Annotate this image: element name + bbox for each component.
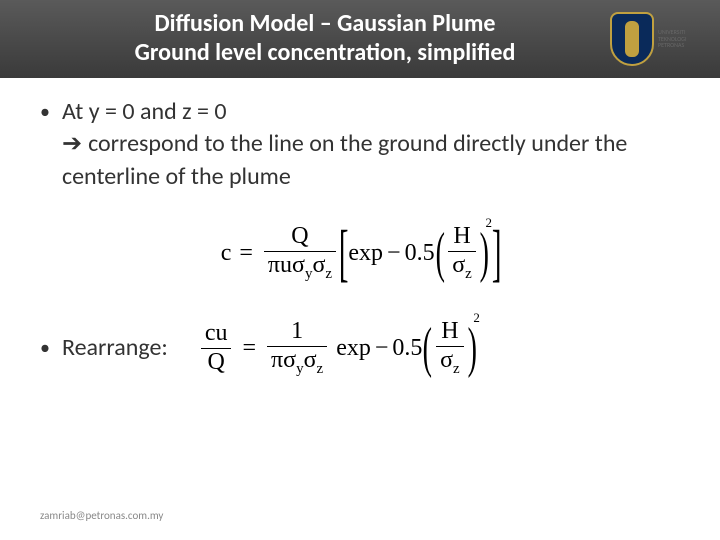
equation-2: cu Q = 1 πσyσz exp − 0.5 ( H σz ) 2 (198, 318, 480, 378)
bullet-2-text: Rearrange: (62, 332, 168, 364)
bullet-dot-icon: • (40, 332, 50, 364)
eq2-lhs: cu Q (201, 320, 232, 377)
eq1-lhs: c (221, 240, 232, 267)
bullet-1-line-2: correspond to the line on the ground dir… (62, 129, 627, 190)
eq2-equals: = (242, 335, 256, 362)
footer-email: zamriab@petronas.com.my (40, 509, 163, 522)
title-line-1: Diffusion Model – Gaussian Plume (50, 10, 600, 39)
slide-header: Diffusion Model – Gaussian Plume Ground … (0, 0, 720, 78)
eq1-frac1-den: πuσyσz (264, 252, 336, 283)
equation-1: c = Q πuσyσz [ exp − 0.5 ( H σz ) 2 ] (221, 223, 500, 283)
eq2-half: 0.5 (392, 335, 422, 362)
eq2-frac2: H σz (436, 318, 464, 378)
eq1-equals: = (239, 240, 253, 267)
eq2-lhs-den: Q (203, 349, 228, 377)
eq1-frac1-num: Q (287, 223, 312, 251)
eq2-frac2-den: σz (436, 347, 464, 378)
left-paren-icon: ( (423, 323, 432, 373)
eq1-minus: − (387, 240, 401, 267)
eq1-frac1: Q πuσyσz (264, 223, 336, 283)
eq1-exp: exp (348, 240, 383, 267)
eq1-frac2-num: H (449, 223, 474, 251)
eq2-frac2-num: H (437, 318, 462, 346)
arrow-icon: ➔ (62, 129, 82, 158)
left-bracket-icon: [ (339, 224, 349, 282)
bullet-dot-icon: • (40, 96, 50, 128)
eq2-frac1-den: πσyσz (267, 347, 327, 378)
eq2-frac1: 1 πσyσz (267, 318, 327, 378)
logo-text: UNIVERSITI TEKNOLOGI PETRONAS (658, 29, 686, 49)
right-bracket-icon: ] (492, 224, 502, 282)
slide-content: • At y = 0 and z = 0 ➔correspond to the … (0, 78, 720, 378)
rearrange-row: • Rearrange: cu Q = 1 πσyσz exp − 0.5 ( (40, 318, 680, 378)
eq1-half: 0.5 (405, 240, 435, 267)
eq1-frac2: H σz (448, 223, 476, 283)
eq2-lhs-num: cu (201, 320, 232, 348)
bullet-1-text: At y = 0 and z = 0 ➔correspond to the li… (62, 96, 680, 193)
eq1-frac2-den: σz (448, 252, 476, 283)
bullet-1-line-1: At y = 0 and z = 0 (62, 97, 227, 126)
logo-shield-icon (610, 12, 654, 66)
eq2-minus: − (375, 335, 389, 362)
left-paren-icon: ( (435, 228, 444, 278)
title-line-2: Ground level concentration, simplified (50, 39, 600, 68)
equation-1-wrap: c = Q πuσyσz [ exp − 0.5 ( H σz ) 2 ] (40, 223, 680, 283)
bullet-1: • At y = 0 and z = 0 ➔correspond to the … (40, 96, 680, 193)
university-logo: UNIVERSITI TEKNOLOGI PETRONAS (610, 8, 710, 70)
right-paren-icon: ) (480, 228, 489, 278)
eq2-exp: exp (336, 335, 371, 362)
bullet-2: • Rearrange: (40, 332, 168, 364)
right-paren-icon: ) (467, 323, 476, 373)
eq2-frac1-num: 1 (287, 318, 307, 346)
header-text-block: Diffusion Model – Gaussian Plume Ground … (50, 10, 600, 68)
